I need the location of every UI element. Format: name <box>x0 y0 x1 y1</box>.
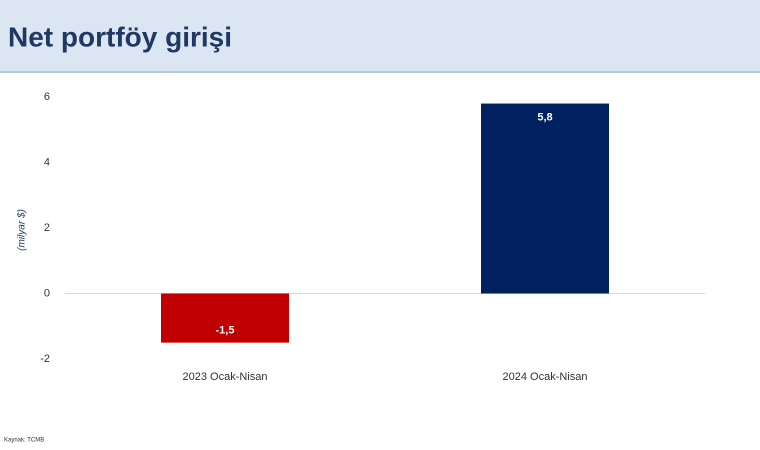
bar <box>161 293 289 343</box>
value-label: -1,5 <box>216 325 235 337</box>
y-tick-label: 0 <box>44 287 50 299</box>
y-tick-label: 6 <box>44 91 50 103</box>
x-tick-label: 2024 Ocak-Nisan <box>503 371 588 383</box>
value-label: 5,8 <box>537 111 552 123</box>
bar <box>481 103 609 294</box>
y-tick-label: 2 <box>44 222 50 234</box>
x-tick-label: 2023 Ocak-Nisan <box>183 371 268 383</box>
y-axis-label: (milyar $) <box>17 209 28 251</box>
header-band <box>0 0 760 72</box>
source-note: Kaynak: TCMB <box>4 438 44 444</box>
y-tick-label: -2 <box>40 353 50 365</box>
y-tick-label: 4 <box>44 156 50 168</box>
chart-title: Net portföy girişi <box>8 21 232 52</box>
